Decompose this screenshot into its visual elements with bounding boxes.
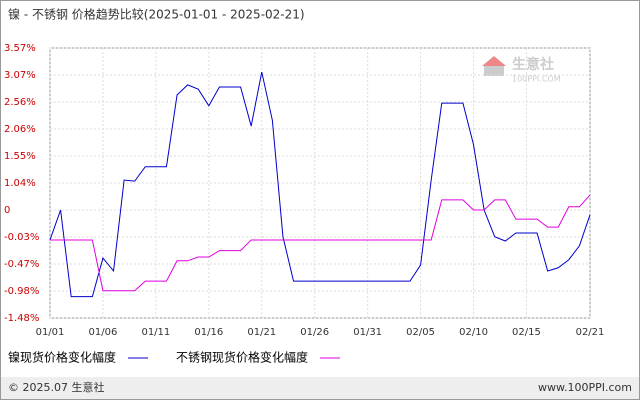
legend: 镍现货价格变化幅度 不锈钢现货价格变化幅度 xyxy=(8,350,341,365)
y-tick-label: 1.55% xyxy=(4,151,36,162)
y-tick-label: 1.04% xyxy=(4,178,36,189)
series-line xyxy=(50,194,591,292)
footer-site: www.100PPI.com xyxy=(538,381,632,394)
watermark-icon xyxy=(482,56,506,66)
x-tick-label: 01/06 xyxy=(89,327,118,338)
legend-label: 不锈钢现货价格变化幅度 xyxy=(176,350,308,365)
x-tick-label: 01/16 xyxy=(194,327,223,338)
watermark-text: 生意社 xyxy=(512,56,554,73)
x-tick-label: 01/26 xyxy=(300,327,329,338)
x-tick-label: 02/21 xyxy=(576,327,605,338)
chart-title: 镍 - 不锈钢 价格趋势比较(2025-01-01 - 2025-02-21) xyxy=(8,7,305,22)
x-tick-label: 01/31 xyxy=(353,327,382,338)
legend-label: 镍现货价格变化幅度 xyxy=(8,350,116,365)
y-tick-label: -0.98% xyxy=(4,286,39,297)
x-tick-label: 01/11 xyxy=(141,327,170,338)
y-tick-label: 3.07% xyxy=(4,70,36,81)
x-tick-label: 01/01 xyxy=(36,327,65,338)
watermark-icon xyxy=(484,66,504,76)
y-tick-label: -0.03% xyxy=(4,232,39,243)
y-tick-label: 0 xyxy=(4,205,10,216)
y-tick-label: -1.48% xyxy=(4,313,39,324)
x-tick-label: 01/21 xyxy=(247,327,276,338)
y-tick-label: 2.56% xyxy=(4,97,36,108)
watermark: 生意社 100PPI.COM xyxy=(482,56,561,84)
x-tick-label: 02/15 xyxy=(512,327,541,338)
footer-bar xyxy=(1,377,639,399)
x-tick-label: 02/05 xyxy=(406,327,435,338)
watermark-site: 100PPI.COM xyxy=(512,75,561,84)
y-tick-label: 3.57% xyxy=(4,43,36,54)
x-tick-label: 02/10 xyxy=(459,327,488,338)
y-tick-label: -0.47% xyxy=(4,259,39,270)
y-tick-label: 2.06% xyxy=(4,124,36,135)
series-line xyxy=(49,71,591,298)
footer-copyright: © 2025.07 生意社 xyxy=(8,380,104,394)
